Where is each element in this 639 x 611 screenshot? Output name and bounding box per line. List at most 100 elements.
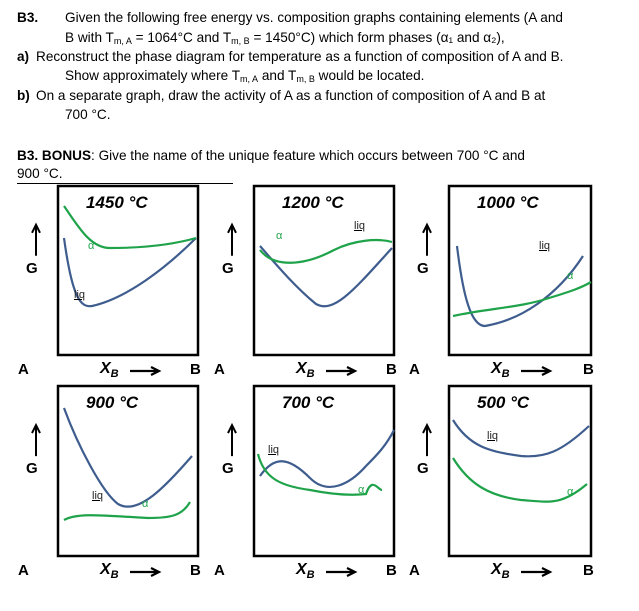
liquid-curve: [62, 237, 197, 308]
curve-label: liq: [487, 430, 499, 442]
axis-a-label: A: [214, 562, 225, 579]
panel-title: 500 °C: [477, 393, 530, 412]
part-b-line-2: 700 °C.: [65, 107, 111, 122]
curve-label: liq: [92, 490, 104, 502]
liquid-curve: [62, 407, 193, 508]
liquid-curve: [452, 419, 590, 458]
alpha-curve: [452, 457, 588, 503]
plot-frame: [447, 184, 593, 357]
part-b-line-1: On a separate graph, draw the activity o…: [36, 88, 546, 103]
x-axis-label: XB: [100, 561, 119, 581]
plot-frame: [447, 384, 593, 558]
axis-a-label: A: [409, 562, 420, 579]
x-axis-subscript: B: [306, 569, 315, 582]
g-axis-arrow: [227, 422, 237, 457]
curve-label: α: [142, 498, 149, 510]
x-axis-arrow: [521, 366, 553, 376]
plot-frame: [252, 384, 396, 558]
panel-plot: [227, 384, 396, 577]
panel-plot: [422, 184, 593, 376]
x-axis-symbol: X: [491, 561, 502, 578]
g-axis-label: G: [26, 460, 38, 478]
panel-title: 1450 °C: [86, 193, 148, 212]
part-a-line-1: Reconstruct the phase diagram for temper…: [36, 49, 564, 64]
x-axis-arrow: [326, 366, 358, 376]
bonus-line-1: B3. BONUS: Give the name of the unique f…: [17, 148, 525, 163]
x-axis-label: XB: [100, 360, 119, 380]
x-axis-arrow: [326, 567, 358, 577]
panel-plot: [31, 384, 200, 577]
panel-plot: [422, 384, 593, 577]
axis-a-label: A: [18, 562, 29, 579]
question-line-2: B with Tm, A = 1064°C and Tm, B = 1450°C…: [65, 30, 505, 46]
axis-b-label: B: [190, 361, 201, 378]
x-axis-arrow: [521, 567, 553, 577]
axis-a-label: A: [18, 361, 29, 378]
panel-plot: [31, 184, 200, 376]
curve-label: α: [358, 484, 365, 496]
axis-b-label: B: [386, 562, 397, 579]
x-axis-label: XB: [296, 360, 315, 380]
x-axis-label: XB: [491, 360, 510, 380]
x-axis-subscript: B: [501, 569, 510, 582]
g-axis-arrow: [31, 422, 41, 457]
question-number: B3.: [17, 10, 39, 25]
curve-label: liq: [354, 220, 366, 232]
panel-title: 1000 °C: [477, 193, 539, 212]
g-axis-label: G: [222, 259, 234, 277]
liquid-curve: [259, 429, 395, 488]
alpha-curve: [256, 453, 383, 496]
plot-frame: [56, 184, 200, 357]
free-energy-panel: 1000 °C G A B XB liq α: [403, 184, 625, 385]
part-a-label: a): [17, 49, 30, 64]
free-energy-panel: 1200 °C G A B XB α liq: [208, 184, 428, 385]
panel-title: 700 °C: [282, 393, 335, 412]
answer-underline: [17, 183, 233, 184]
axis-b-label: B: [190, 562, 201, 579]
g-axis-label: G: [417, 259, 429, 277]
panel-title: 900 °C: [86, 393, 139, 412]
plot-frame: [252, 184, 396, 357]
alpha-curve: [452, 281, 592, 318]
x-axis-symbol: X: [296, 561, 307, 578]
free-energy-panel: 500 °C G A B XB liq α: [403, 384, 625, 586]
x-axis-subscript: B: [306, 368, 315, 381]
alpha-curve: [259, 239, 393, 264]
x-axis-label: XB: [296, 561, 315, 581]
g-axis-label: G: [26, 259, 38, 277]
x-axis-subscript: B: [110, 569, 119, 582]
curve-label: α: [567, 486, 574, 498]
x-axis-subscript: B: [110, 368, 119, 381]
x-axis-subscript: B: [501, 368, 510, 381]
question-line-1: Given the following free energy vs. comp…: [65, 10, 563, 25]
x-axis-symbol: X: [296, 360, 307, 377]
g-axis-label: G: [417, 460, 429, 478]
liquid-curve: [455, 245, 584, 328]
axis-b-label: B: [583, 562, 594, 579]
free-energy-panel: 700 °C G A B XB liq α: [208, 384, 428, 586]
g-axis-arrow: [422, 222, 432, 256]
curve-label: α: [88, 240, 95, 252]
curve-label: liq: [74, 289, 86, 301]
curve-label: liq: [539, 240, 551, 252]
axis-a-label: A: [409, 361, 420, 378]
free-energy-panel: 1450 °C G A B XB α liq: [12, 184, 232, 385]
alpha-curve: [63, 501, 191, 521]
x-axis-symbol: X: [100, 360, 111, 377]
axis-a-label: A: [214, 361, 225, 378]
panel-title: 1200 °C: [282, 193, 344, 212]
free-energy-panel: 900 °C G A B XB liq α: [12, 384, 232, 586]
curve-label: liq: [268, 444, 280, 456]
g-axis-arrow: [227, 222, 237, 256]
x-axis-arrow: [130, 366, 162, 376]
x-axis-symbol: X: [491, 360, 502, 377]
bonus-line-2: 900 °C.: [17, 166, 63, 181]
panel-plot: [227, 184, 396, 376]
g-axis-arrow: [31, 222, 41, 256]
x-axis-symbol: X: [100, 561, 111, 578]
curve-label: α: [567, 270, 574, 282]
x-axis-label: XB: [491, 561, 510, 581]
part-b-label: b): [17, 88, 30, 103]
axis-b-label: B: [583, 361, 594, 378]
alpha-curve: [63, 205, 197, 250]
